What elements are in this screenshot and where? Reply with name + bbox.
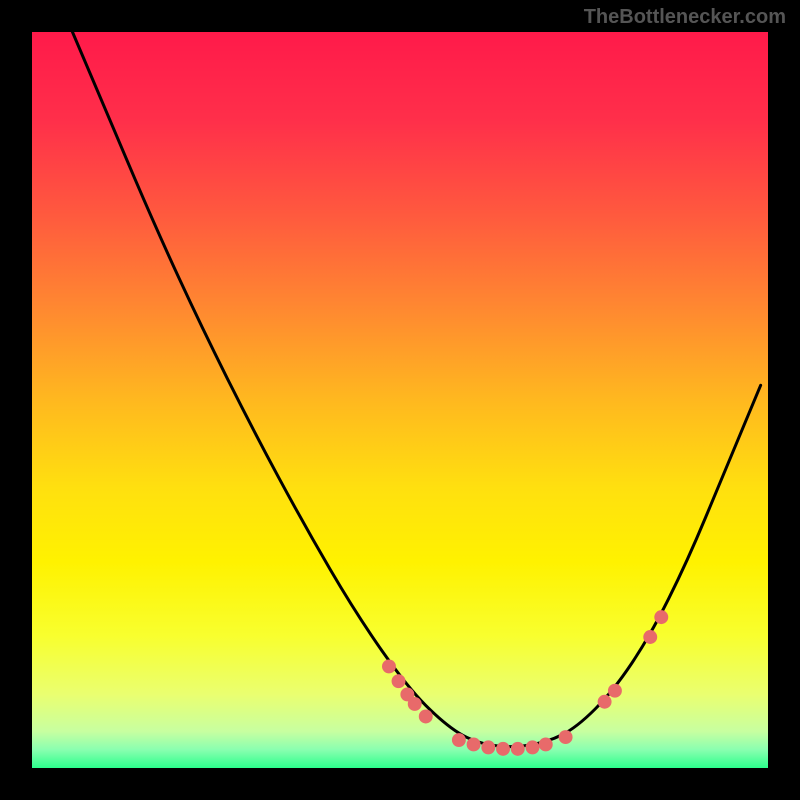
chart-marker [608,684,622,698]
chart-marker [481,740,495,754]
chart-marker [539,737,553,751]
chart-marker [654,610,668,624]
bottleneck-chart-frame [30,30,770,770]
chart-marker [598,695,612,709]
watermark-text: TheBottlenecker.com [584,6,786,29]
chart-marker [452,733,466,747]
chart-marker [496,742,510,756]
bottleneck-chart-curve [32,32,768,768]
chart-marker [526,740,540,754]
chart-marker [643,630,657,644]
chart-marker [392,674,406,688]
chart-marker [408,697,422,711]
chart-marker [467,737,481,751]
chart-marker [559,730,573,744]
chart-marker [511,742,525,756]
chart-marker [382,659,396,673]
chart-marker [419,710,433,724]
